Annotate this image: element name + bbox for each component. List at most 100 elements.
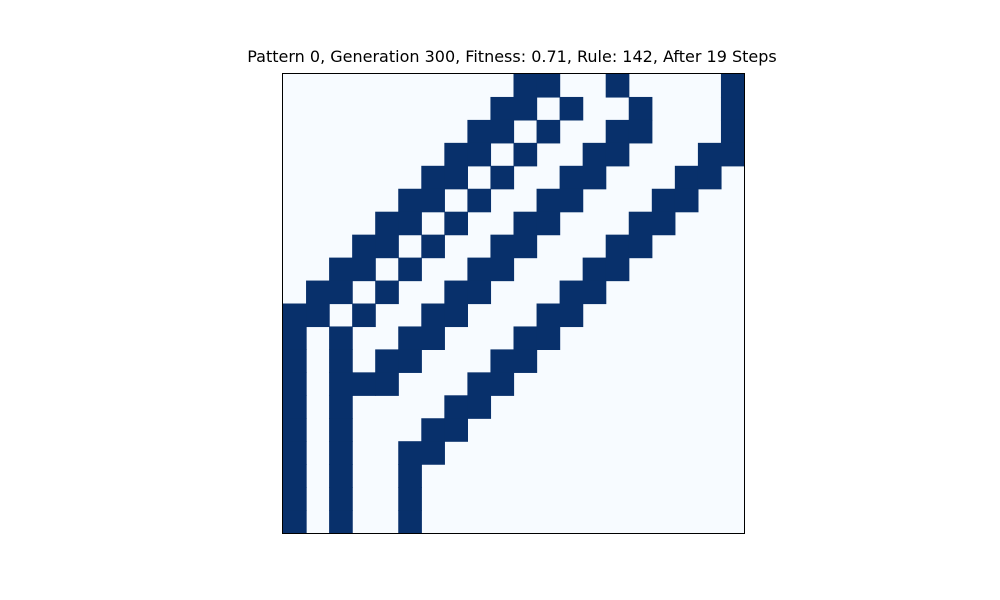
heatmap-cell [582,142,607,167]
heatmap-cell [306,303,330,328]
heatmap-cell [605,257,630,282]
heatmap-cell [513,211,538,236]
heatmap-cell [605,142,630,167]
heatmap-cell [536,303,561,328]
heatmap-cell [329,487,353,511]
heatmap-cell [605,74,630,98]
heatmap-cell [720,96,745,121]
heatmap-cell [536,188,561,213]
heatmap-cell [536,119,561,144]
heatmap-cell [329,464,353,488]
heatmap-cell [398,326,422,350]
heatmap-cell [444,395,468,419]
heatmap-cell [467,142,492,167]
heatmap-cell [421,418,445,442]
heatmap-cell [329,441,353,465]
heatmap-cell [283,464,307,488]
chart-title: Pattern 0, Generation 300, Fitness: 0.71… [247,47,777,66]
heatmap-cell [628,211,653,236]
heatmap-cell [329,418,353,442]
heatmap-cell [490,119,515,144]
heatmap-cell [536,74,561,98]
heatmap-cell [559,303,584,328]
heatmap-cell [283,303,307,328]
heatmap-cell [513,142,538,167]
heatmap-cell [375,349,399,373]
heatmap-cell [306,280,330,305]
heatmap-cell [490,234,515,259]
heatmap-cell [283,510,307,534]
heatmap-cell [329,257,353,282]
heatmap-cell [467,372,492,396]
heatmap-cell [283,487,307,511]
heatmap-cell [490,257,515,282]
heatmap-cell [398,349,422,373]
heatmap-cell [329,372,353,396]
heatmap-cell [329,326,353,350]
heatmap-cell [444,165,468,190]
heatmap-cell [467,257,492,282]
heatmap-cell [720,119,745,144]
heatmap-cell [398,487,422,511]
heatmap-cell [329,395,353,419]
heatmap-cell [421,165,445,190]
heatmap-cell [513,96,538,121]
heatmap-cell [444,211,468,236]
heatmap-cell [467,280,492,305]
heatmap-cell [559,188,584,213]
heatmap-cell [628,234,653,259]
heatmap-cell [398,257,422,282]
heatmap-cell [352,303,376,328]
heatmap-cell [513,326,538,350]
heatmap-cell [536,211,561,236]
heatmap-cell [513,234,538,259]
heatmap-cell [444,303,468,328]
heatmap-cell [398,188,422,213]
heatmap-cell [329,349,353,373]
heatmap-cell [651,188,676,213]
heatmap-cell [329,280,353,305]
heatmap-cell [444,280,468,305]
heatmap-cell [444,142,468,167]
heatmap-cell [559,165,584,190]
heatmap-cell [421,441,445,465]
heatmap-cell [490,372,515,396]
heatmap-cell [490,165,515,190]
heatmap-cell [283,418,307,442]
heatmap-cell [628,96,653,121]
heatmap-cell [467,188,492,213]
heatmap-cell [398,464,422,488]
heatmap-cell [605,119,630,144]
heatmap-cell [329,510,353,534]
heatmap-cell [582,280,607,305]
heatmap-cell [720,74,745,98]
heatmap-cell [697,142,722,167]
heatmap-cell [559,280,584,305]
heatmap-cell [375,234,399,259]
heatmap-cell [697,165,722,190]
heatmap-cell [490,96,515,121]
heatmap-cell [421,234,445,259]
heatmap-cell [283,372,307,396]
heatmap-cell [651,211,676,236]
heatmap-cell [421,326,445,350]
heatmap-cell [283,349,307,373]
heatmap-cell [375,372,399,396]
heatmap-cell [375,211,399,236]
heatmap-cell [398,510,422,534]
heatmap-cell [283,326,307,350]
heatmap-cell [283,441,307,465]
heatmap-cell [398,211,422,236]
heatmap-cell [421,188,445,213]
heatmap-cell [674,188,699,213]
heatmap-cell [398,441,422,465]
heatmap-cells [283,74,745,534]
heatmap-cell [674,165,699,190]
heatmap-cell [352,372,376,396]
heatmap-cell [513,349,538,373]
heatmap-cell [444,418,468,442]
heatmap-cell [421,303,445,328]
heatmap-cell [467,395,492,419]
heatmap-cell [467,119,492,144]
